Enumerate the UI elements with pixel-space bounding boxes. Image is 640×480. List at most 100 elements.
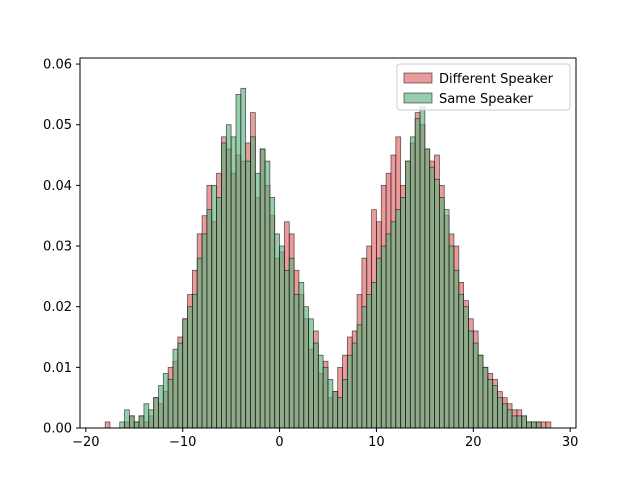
bar <box>342 379 348 429</box>
x-tick-label: 20 <box>465 435 482 450</box>
bar <box>492 385 498 429</box>
bar <box>308 318 314 429</box>
bar <box>221 142 227 429</box>
bar <box>317 354 324 429</box>
bar <box>472 342 479 429</box>
y-tick-label: 0.00 <box>43 422 72 437</box>
bar <box>225 124 232 429</box>
bar <box>124 409 130 429</box>
bar <box>158 385 164 429</box>
bar <box>361 306 368 429</box>
x-tick-label: −10 <box>169 435 196 450</box>
bar <box>346 354 353 429</box>
bar <box>458 294 465 429</box>
y-tick-label: 0.05 <box>43 118 72 133</box>
y-axis: 0.00 0.01 0.02 0.03 0.04 0.05 0.06 <box>43 58 80 437</box>
bar <box>443 209 450 429</box>
bar <box>230 136 237 429</box>
bar <box>177 342 184 429</box>
bar <box>439 197 445 429</box>
bar <box>545 421 552 429</box>
bar <box>245 160 251 429</box>
bar <box>468 330 474 429</box>
bar <box>434 178 440 429</box>
y-tick-label: 0.06 <box>43 58 72 73</box>
bar <box>414 118 421 429</box>
bar <box>182 318 188 429</box>
axes-frame <box>79 57 577 429</box>
y-tick-label: 0.02 <box>43 300 72 315</box>
x-tick-label: 10 <box>368 435 385 450</box>
bar <box>303 306 310 429</box>
bar <box>419 106 426 429</box>
bar <box>351 342 358 429</box>
bar <box>129 415 135 429</box>
bar <box>453 269 460 429</box>
bar <box>167 379 174 429</box>
bar <box>385 233 392 429</box>
x-tick-label: 0 <box>275 435 283 450</box>
bar <box>327 379 334 429</box>
y-tick-label: 0.04 <box>43 179 72 194</box>
bar <box>259 148 266 429</box>
bar <box>191 294 198 429</box>
bar <box>409 136 416 429</box>
bar <box>250 136 256 429</box>
bar <box>298 282 305 429</box>
bar <box>463 306 469 429</box>
bar <box>395 209 402 429</box>
x-tick-label: 30 <box>562 435 579 450</box>
bar <box>521 415 527 429</box>
legend-swatch <box>403 72 433 84</box>
legend-box <box>396 63 571 111</box>
bar <box>424 148 431 429</box>
bar <box>371 282 377 429</box>
bar <box>196 257 203 429</box>
bar <box>133 421 140 429</box>
bar <box>162 373 169 429</box>
y-tick-label: 0.03 <box>43 240 72 255</box>
bar <box>187 306 193 429</box>
bar <box>284 269 290 429</box>
bar <box>274 233 280 429</box>
bar <box>206 209 213 429</box>
bar <box>405 160 411 429</box>
bar <box>400 197 406 429</box>
bar <box>482 366 489 429</box>
x-tick-label: −20 <box>72 435 99 450</box>
bar <box>356 324 363 429</box>
bar <box>216 197 222 429</box>
bar <box>153 397 159 429</box>
bar <box>511 415 518 429</box>
bar <box>380 245 387 429</box>
bar <box>172 348 179 429</box>
bar <box>487 379 494 429</box>
bar <box>448 245 455 429</box>
bar <box>531 421 537 429</box>
bar <box>501 403 508 429</box>
bar <box>497 397 503 429</box>
legend-label: Different Speaker <box>439 72 554 87</box>
bar <box>390 221 397 429</box>
bar <box>138 415 145 429</box>
bar <box>279 245 285 429</box>
bar <box>516 415 523 429</box>
bar <box>148 409 155 429</box>
bar <box>143 403 150 429</box>
bar <box>264 160 271 429</box>
bar <box>477 354 484 429</box>
bar <box>506 409 513 429</box>
bar <box>211 184 217 429</box>
bar <box>540 421 547 429</box>
bar <box>535 421 542 429</box>
bar <box>332 391 339 429</box>
bar <box>240 87 247 429</box>
bar <box>313 342 319 429</box>
bar <box>235 93 242 429</box>
legend-swatch <box>403 92 433 104</box>
bar <box>104 421 111 429</box>
bar <box>254 172 261 429</box>
bar <box>376 257 382 429</box>
legend-label: Same Speaker <box>439 92 534 107</box>
